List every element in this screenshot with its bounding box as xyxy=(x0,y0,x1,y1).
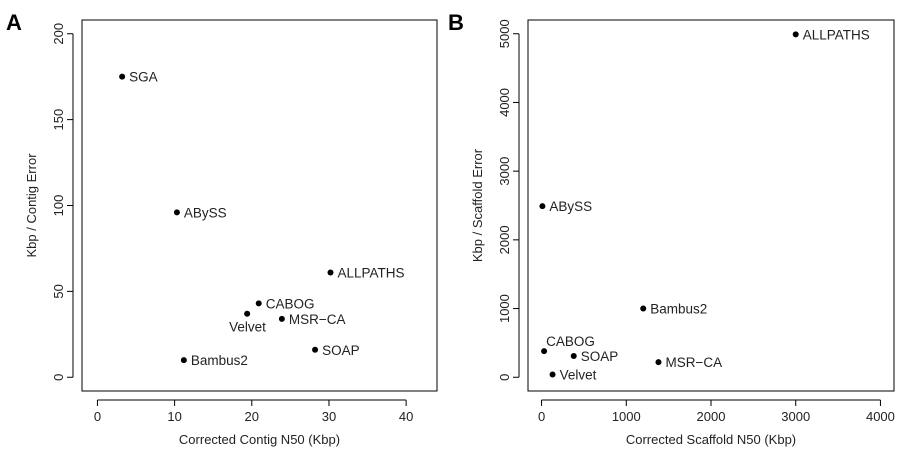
x-tick-label: 0 xyxy=(94,409,101,424)
data-point xyxy=(312,346,319,353)
panel-a: A 0 10 20 30 40 0 50 100 150 200 Corrected Contig N… xyxy=(6,10,438,447)
x-tick-label: 2000 xyxy=(697,409,726,424)
point-label: Velvet xyxy=(229,320,266,335)
panel-letter: A xyxy=(6,10,22,35)
point-label: ALLPATHS xyxy=(338,265,405,280)
x-axis-title: Corrected Contig N50 (Kbp) xyxy=(179,432,340,447)
data-point xyxy=(640,305,647,312)
x-tick-label: 20 xyxy=(245,409,259,424)
x-tick-label: 1000 xyxy=(612,409,641,424)
y-tick-label: 0 xyxy=(51,374,66,381)
point-label: CABOG xyxy=(546,334,595,349)
point-label: ABySS xyxy=(549,199,592,214)
data-point xyxy=(655,359,662,366)
data-point xyxy=(570,352,577,359)
x-tick-label: 40 xyxy=(399,409,413,424)
point-label: SOAP xyxy=(322,343,360,358)
data-point xyxy=(278,315,285,322)
panel-b: B 0 1000 2000 3000 4000 0 1000 2000 3000 4000 5000 C… xyxy=(448,10,895,447)
y-tick-label: 200 xyxy=(51,23,66,45)
data-point xyxy=(539,203,546,210)
data-point xyxy=(244,310,251,317)
y-tick-label: 100 xyxy=(51,195,66,217)
point-label: MSR−CA xyxy=(665,355,722,370)
plot-frame xyxy=(527,19,895,392)
data-point xyxy=(792,31,799,38)
x-tick-label: 10 xyxy=(167,409,181,424)
point-label: Bambus2 xyxy=(650,302,707,317)
x-tick-label: 3000 xyxy=(781,409,810,424)
y-tick-label: 4000 xyxy=(497,88,512,117)
data-point xyxy=(549,371,556,378)
data-point xyxy=(255,300,262,307)
x-tick-label: 30 xyxy=(322,409,336,424)
data-point xyxy=(173,209,180,216)
data-point xyxy=(119,73,126,80)
x-axis-title: Corrected Scaffold N50 (Kbp) xyxy=(626,432,796,447)
point-label: CABOG xyxy=(266,296,315,311)
point-label: ALLPATHS xyxy=(803,27,870,42)
data-point xyxy=(541,348,548,355)
x-tick-label: 0 xyxy=(538,409,545,424)
y-tick-label: 3000 xyxy=(497,157,512,186)
point-label: SOAP xyxy=(581,349,619,364)
point-label: Velvet xyxy=(560,368,597,383)
panel-letter: B xyxy=(448,10,464,35)
y-axis-title: Kbp / Contig Error xyxy=(24,153,39,258)
data-point xyxy=(180,357,187,364)
point-label: Bambus2 xyxy=(191,353,248,368)
y-tick-label: 50 xyxy=(51,284,66,298)
point-label: SGA xyxy=(129,70,158,85)
y-tick-label: 5000 xyxy=(497,19,512,48)
y-axis-title: Kbp / Scaffold Error xyxy=(470,148,485,262)
point-label: ABySS xyxy=(184,205,227,220)
plot-frame xyxy=(81,19,438,392)
y-tick-label: 150 xyxy=(51,109,66,131)
y-tick-label: 2000 xyxy=(497,225,512,254)
y-tick-label: 1000 xyxy=(497,294,512,323)
x-tick-label: 4000 xyxy=(866,409,895,424)
data-point xyxy=(327,269,334,276)
point-label: MSR−CA xyxy=(289,312,346,327)
y-tick-label: 0 xyxy=(497,374,512,381)
